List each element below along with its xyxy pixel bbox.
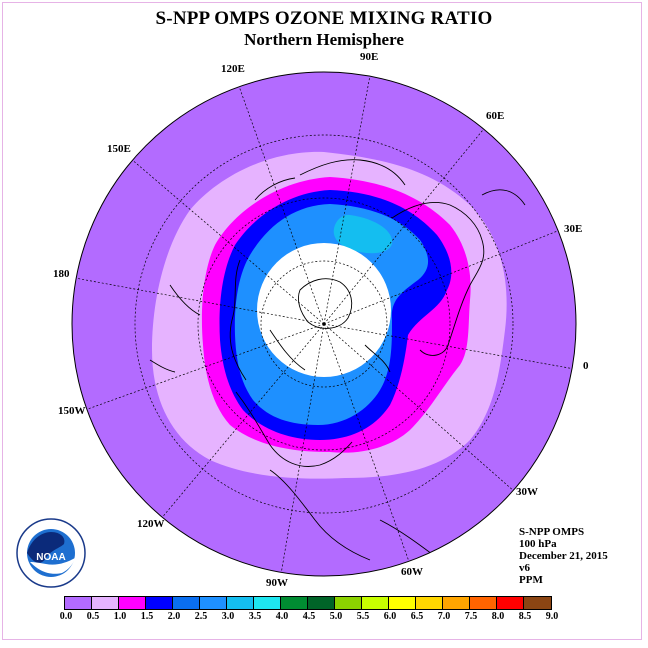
data-info-block: S-NPP OMPS 100 hPa December 21, 2015 v6 … xyxy=(519,526,608,586)
colorbar-tick-label: 4.5 xyxy=(302,611,316,622)
lon-label-30e: 30E xyxy=(564,223,583,235)
colorbar-tick-label: 8.5 xyxy=(518,611,532,622)
colorbar-swatch xyxy=(362,597,389,609)
graticule xyxy=(74,72,576,576)
colorbar-swatch xyxy=(497,597,524,609)
map-subtitle: Northern Hemisphere xyxy=(244,30,404,49)
colorbar-tick-label: 5.0 xyxy=(329,611,343,622)
colorbar-tick-label: 3.5 xyxy=(248,611,262,622)
colorbar-swatch xyxy=(65,597,92,609)
colorbar-swatch xyxy=(173,597,200,609)
colorbar-swatch xyxy=(200,597,227,609)
lon-label-0: 0 xyxy=(583,360,589,372)
lon-label-60w: 60W xyxy=(401,566,423,578)
colorbar-tick-label: 6.5 xyxy=(410,611,424,622)
lon-label-150w: 150W xyxy=(58,405,86,417)
colorbar-tick-label: 5.5 xyxy=(356,611,370,622)
colorbar-tick-label: 0.5 xyxy=(86,611,100,622)
colorbar-swatch xyxy=(308,597,335,609)
lon-label-60e: 60E xyxy=(486,110,505,122)
colorbar-tick-label: 0.0 xyxy=(59,611,73,622)
colorbar-swatch xyxy=(443,597,470,609)
noaa-logo-text: NOAA xyxy=(36,552,65,563)
info-date: December 21, 2015 xyxy=(519,550,608,562)
lon-label-90w: 90W xyxy=(266,577,288,589)
colorbar-swatch xyxy=(389,597,416,609)
colorbar-tick-label: 2.0 xyxy=(167,611,181,622)
lon-label-150e: 150E xyxy=(107,143,131,155)
info-version: v6 xyxy=(519,562,530,574)
colorbar-swatch xyxy=(146,597,173,609)
colorbar-swatch xyxy=(335,597,362,609)
lon-label-120e: 120E xyxy=(221,63,245,75)
pole-no-data xyxy=(257,243,391,377)
colorbar-swatch xyxy=(227,597,254,609)
info-level: 100 hPa xyxy=(519,538,557,550)
colorbar-swatch xyxy=(470,597,497,609)
lon-label-120w: 120W xyxy=(137,518,165,530)
colorbar-swatch xyxy=(416,597,443,609)
colorbar-tick-label: 8.0 xyxy=(491,611,505,622)
colorbar-swatch xyxy=(281,597,308,609)
info-instrument: S-NPP OMPS xyxy=(519,526,585,538)
colorbar-tick-label: 7.5 xyxy=(464,611,478,622)
colorbar-tick-label: 7.0 xyxy=(437,611,451,622)
colorbar-swatch xyxy=(524,597,551,609)
lon-label-30w: 30W xyxy=(516,486,538,498)
colorbar-tick-label: 9.0 xyxy=(545,611,559,622)
colorbar-swatch xyxy=(92,597,119,609)
lon-label-180: 180 xyxy=(53,268,70,280)
colorbar-tick-label: 3.0 xyxy=(221,611,235,622)
colorbar xyxy=(64,596,552,610)
figure-frame xyxy=(2,2,642,640)
colorbar-tick-label: 1.0 xyxy=(113,611,127,622)
colorbar-ticks: 0.0 0.5 1.0 1.5 2.0 2.5 3.0 3.5 4.0 4.5 5.0 5.5 6.0 6… xyxy=(54,611,614,625)
coastlines xyxy=(149,159,526,561)
map-boundary xyxy=(71,71,577,577)
lon-label-90e: 90E xyxy=(360,51,379,63)
map-title: S-NPP OMPS OZONE MIXING RATIO xyxy=(155,8,493,29)
noaa-logo: NOAA xyxy=(16,518,86,588)
colorbar-swatch xyxy=(254,597,281,609)
ozone-core-light xyxy=(333,214,393,254)
colorbar-swatch xyxy=(119,597,146,609)
colorbar-tick-label: 6.0 xyxy=(383,611,397,622)
info-units: PPM xyxy=(519,574,543,586)
colorbar-tick-label: 1.5 xyxy=(140,611,154,622)
colorbar-tick-label: 2.5 xyxy=(194,611,208,622)
colorbar-tick-label: 4.0 xyxy=(275,611,289,622)
